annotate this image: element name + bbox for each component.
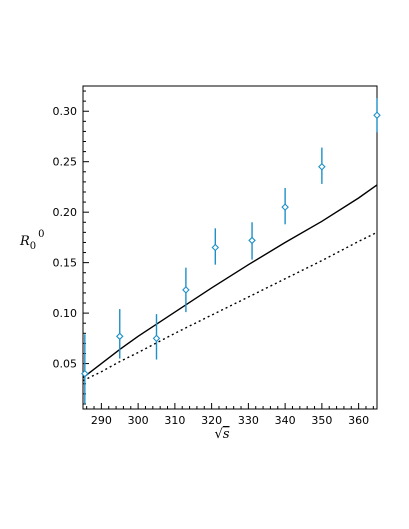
data-point — [373, 98, 381, 133]
y-axis-ticks: 0.05 0.10 0.15 0.20 0.25 0.30 — [53, 105, 89, 371]
y-axis-label: R00 — [19, 229, 45, 252]
x-tick-label: 300 — [128, 414, 149, 427]
series-group — [82, 184, 378, 382]
data-point — [211, 228, 220, 265]
diamond-marker — [81, 369, 89, 378]
dotted-curve — [82, 231, 378, 382]
diamond-marker — [211, 243, 220, 252]
x-tick-label: 350 — [311, 414, 332, 427]
plot-area-border — [82, 85, 378, 410]
solid-curve — [82, 184, 378, 379]
data-point — [182, 267, 190, 313]
x-tick-label: 320 — [201, 414, 222, 427]
data-point — [152, 314, 161, 360]
diamond-marker — [373, 111, 381, 120]
y-axis-label-sup: 0 — [38, 229, 44, 240]
minor-ticks — [83, 90, 374, 409]
x-axis-label-radical: √ — [215, 427, 224, 442]
diamond-marker — [318, 162, 326, 171]
data-point — [115, 309, 124, 359]
x-tick-label: 340 — [275, 414, 296, 427]
x-tick-label: 290 — [91, 414, 112, 427]
y-tick-label: 0.25 — [53, 156, 78, 169]
data-point — [281, 187, 289, 225]
data-points — [81, 98, 381, 404]
diamond-marker — [248, 236, 256, 245]
y-tick-label: 0.10 — [53, 307, 78, 320]
y-tick-label: 0.20 — [53, 206, 78, 219]
diamond-marker — [182, 286, 190, 294]
x-axis-label: √s — [215, 427, 230, 442]
y-axis-label-main: R — [19, 234, 30, 249]
x-tick-label: 330 — [238, 414, 259, 427]
diamond-marker — [115, 332, 124, 341]
data-point — [81, 334, 89, 404]
data-point — [318, 147, 326, 184]
y-axis-label-sub: 0 — [30, 241, 36, 252]
data-point — [248, 222, 256, 260]
x-tick-label: 310 — [164, 414, 185, 427]
x-axis-label-variable: s — [223, 427, 230, 442]
plot-frame — [82, 85, 378, 410]
y-tick-label: 0.05 — [53, 358, 78, 371]
y-tick-label: 0.30 — [53, 105, 78, 118]
x-tick-label: 360 — [348, 414, 369, 427]
diamond-marker — [152, 334, 161, 343]
diamond-marker — [281, 203, 289, 211]
x-axis-ticks: 290 300 310 320 330 340 350 360 — [91, 403, 369, 427]
y-tick-label: 0.15 — [53, 257, 78, 270]
